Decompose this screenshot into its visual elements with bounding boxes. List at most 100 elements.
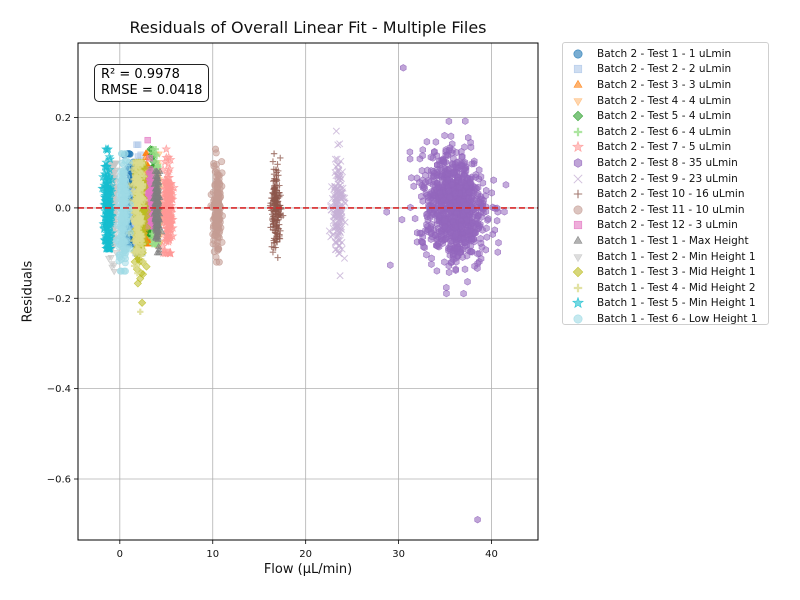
- legend-entry: Batch 2 - Test 4 - 4 uLmin: [563, 93, 768, 109]
- legend-marker-shape: [573, 97, 583, 106]
- data-point: [165, 232, 176, 242]
- data-point: [276, 189, 283, 196]
- y-tick-label: −0.6: [47, 475, 71, 486]
- data-point: [451, 189, 459, 198]
- legend-label: Batch 1 - Test 1 - Max Height: [597, 234, 749, 247]
- data-point: [153, 151, 160, 158]
- legend-entry: Batch 2 - Test 8 - 35 uLmin: [563, 155, 768, 171]
- data-point: [142, 149, 150, 156]
- data-point: [445, 209, 452, 218]
- r-squared-text: R² = 0.9978: [101, 67, 180, 82]
- data-point: [160, 156, 170, 166]
- data-point: [118, 150, 126, 158]
- data-point: [452, 265, 459, 273]
- data-point: [272, 206, 279, 213]
- legend-label: Batch 2 - Test 3 - 3 uLmin: [597, 78, 732, 91]
- data-point: [328, 183, 336, 191]
- data-point: [159, 208, 170, 218]
- data-point: [210, 159, 218, 167]
- data-point: [441, 223, 449, 231]
- data-point: [463, 226, 471, 235]
- data-point: [144, 136, 151, 144]
- data-point: [468, 203, 476, 212]
- data-point: [274, 212, 282, 219]
- x-tick-label: 30: [392, 549, 405, 560]
- legend-label: Batch 1 - Test 3 - Mid Height 1: [597, 266, 756, 279]
- legend-label: Batch 1 - Test 6 - Low Height 1: [597, 312, 758, 325]
- data-point: [423, 251, 430, 259]
- data-point: [467, 138, 474, 147]
- data-point: [453, 244, 461, 253]
- data-point: [493, 217, 501, 225]
- data-point: [118, 190, 126, 198]
- legend-marker-shape: [573, 283, 583, 292]
- data-point: [494, 248, 502, 256]
- data-point: [121, 157, 129, 165]
- legend-label: Batch 2 - Test 4 - 4 uLmin: [597, 94, 732, 107]
- data-point: [445, 117, 453, 126]
- data-point: [334, 231, 342, 239]
- data-point: [424, 166, 431, 174]
- legend-entry: Batch 2 - Test 1 - 1 uLmin: [563, 46, 768, 62]
- data-point: [333, 189, 341, 197]
- data-point: [443, 289, 450, 298]
- data-point: [501, 208, 508, 216]
- data-point: [433, 267, 441, 275]
- legend-marker-icon: [569, 173, 587, 185]
- data-point: [270, 150, 278, 157]
- data-point: [212, 253, 220, 261]
- y-tick-label: 0.2: [55, 113, 71, 124]
- data-point: [488, 189, 495, 197]
- data-point: [137, 298, 147, 307]
- legend-marker-shape: [573, 189, 583, 199]
- data-point: [336, 272, 344, 280]
- data-point: [461, 117, 469, 125]
- data-point: [410, 182, 417, 190]
- data-point: [209, 240, 217, 248]
- data-point: [457, 148, 465, 156]
- data-point: [267, 224, 274, 231]
- data-point: [215, 181, 223, 189]
- legend-marker-shape: [573, 65, 583, 74]
- data-point: [441, 131, 448, 140]
- data-point: [274, 254, 281, 261]
- data-point: [335, 250, 344, 258]
- y-tick-label: −0.4: [47, 384, 71, 395]
- data-point: [272, 166, 280, 174]
- legend-marker-shape: [573, 158, 583, 168]
- series-group: [383, 64, 510, 524]
- data-point: [447, 228, 454, 237]
- data-point: [465, 188, 473, 196]
- legend-marker-icon: [569, 48, 587, 60]
- data-point: [460, 289, 467, 298]
- legend-label: Batch 2 - Test 6 - 4 uLmin: [597, 125, 732, 138]
- legend-entry: Batch 1 - Test 4 - Mid Height 2: [563, 280, 768, 296]
- data-point: [408, 174, 415, 182]
- data-point: [434, 224, 442, 233]
- legend-marker-icon: [569, 188, 587, 200]
- legend-marker-shape: [573, 205, 583, 215]
- data-point: [336, 140, 344, 148]
- series-group: [207, 145, 226, 266]
- legend-marker-icon: [569, 63, 587, 75]
- data-point: [133, 141, 140, 148]
- data-point: [482, 186, 490, 195]
- data-point: [444, 169, 452, 178]
- data-point: [458, 178, 465, 187]
- data-point: [336, 174, 344, 182]
- data-point: [490, 176, 497, 184]
- data-point: [163, 166, 174, 176]
- legend-label: Batch 2 - Test 7 - 5 uLmin: [597, 141, 732, 154]
- data-point: [153, 158, 160, 165]
- legend-label: Batch 2 - Test 2 - 2 uLmin: [597, 63, 732, 76]
- data-point: [123, 207, 131, 215]
- legend-entry: Batch 2 - Test 12 - 3 uLmin: [563, 218, 768, 234]
- data-point: [429, 189, 436, 197]
- data-point: [273, 176, 280, 183]
- data-point: [472, 183, 479, 192]
- legend-marker-icon: [569, 251, 587, 263]
- legend-marker-icon: [569, 141, 587, 153]
- legend-entry: Batch 2 - Test 3 - 3 uLmin: [563, 77, 768, 93]
- legend-entry: Batch 2 - Test 6 - 4 uLmin: [563, 124, 768, 140]
- data-point: [119, 170, 127, 178]
